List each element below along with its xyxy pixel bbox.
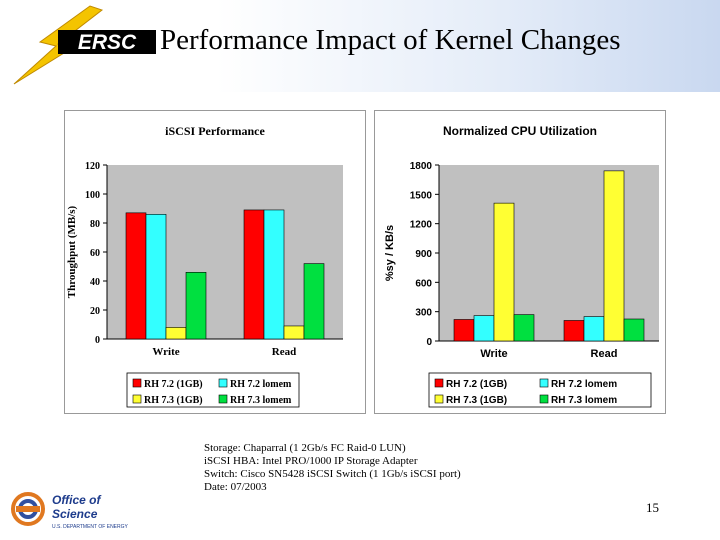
y-axis-label: Throughput (MB/s) <box>66 205 78 298</box>
cpu-utilization-svg: Normalized CPU Utilization %sy / KB/s 0 300… <box>384 124 659 408</box>
legend-label: RH 7.3 (1GB) <box>446 395 507 406</box>
y-axis-label: %sy / KB/s <box>384 225 396 281</box>
bar <box>263 209 285 340</box>
y-tick-label: 300 <box>415 308 432 319</box>
caption: Storage: Chaparral (1 2Gb/s FC Raid-0 LU… <box>204 442 461 494</box>
x-category-label: Write <box>480 348 507 360</box>
legend-label: RH 7.2 (1GB) <box>446 379 507 390</box>
legend-label: RH 7.3 lomem <box>551 395 617 406</box>
y-tick-label: 20 <box>90 306 100 317</box>
doe-emblem-icon <box>11 492 45 526</box>
bar <box>583 316 605 342</box>
x-category-label: Read <box>272 346 296 358</box>
bar <box>243 209 265 340</box>
caption-storage: Storage: Chaparral (1 2Gb/s FC Raid-0 LU… <box>204 442 406 454</box>
office-of-science-logo: Office of Science U.S. DEPARTMENT OF ENE… <box>11 492 129 530</box>
slide-title: Performance Impact of Kernel Changes <box>160 24 621 56</box>
bar <box>165 327 187 340</box>
bar <box>303 263 325 340</box>
nersc-logo-box <box>58 30 156 54</box>
bar <box>125 212 147 340</box>
page-number: 15 <box>646 500 659 515</box>
legend-label: RH 7.2 (1GB) <box>144 379 203 390</box>
legend-swatch <box>539 394 549 404</box>
y-tick-label: 100 <box>85 190 100 201</box>
legend-swatch <box>539 378 549 388</box>
iscsi-performance-chart: iSCSI Performance Throughput (MB/s) 0 20 40 6… <box>64 110 366 414</box>
y-tick-label: 60 <box>90 248 100 259</box>
bar <box>513 314 535 342</box>
legend-label: RH 7.2 lomem <box>551 379 617 390</box>
y-tick-label: 0 <box>95 335 100 346</box>
y-tick-label: 600 <box>415 278 432 289</box>
legend-label: RH 7.3 lomem <box>230 395 292 406</box>
y-tick-label: 900 <box>415 249 432 260</box>
legend-swatch <box>434 378 444 388</box>
bar <box>283 325 305 340</box>
nersc-logo: ERSC <box>13 5 156 85</box>
nersc-logo-text: ERSC <box>78 31 137 54</box>
y-tick-label: 1800 <box>410 161 433 172</box>
legend-label: RH 7.3 (1GB) <box>144 395 203 406</box>
legend-swatch <box>434 394 444 404</box>
x-category-label: Write <box>152 346 179 358</box>
legend-swatch <box>218 394 228 404</box>
legend-box <box>126 372 300 408</box>
chart-title: iSCSI Performance <box>165 124 265 138</box>
bar <box>493 202 515 342</box>
office-of-text: Office of <box>52 493 101 507</box>
legend-swatch <box>218 378 228 388</box>
science-text: Science <box>52 507 98 521</box>
y-tick-label: 1200 <box>410 220 433 231</box>
bar <box>145 214 167 340</box>
y-tick-label: 0 <box>426 337 432 348</box>
x-category-label: Read <box>591 348 618 360</box>
y-tick-label: 1500 <box>410 190 433 201</box>
plot-area <box>439 165 659 341</box>
bar <box>473 315 495 342</box>
bar <box>563 320 585 342</box>
bar <box>603 170 625 342</box>
iscsi-performance-svg: iSCSI Performance Throughput (MB/s) 0 20 40 6… <box>66 124 343 408</box>
caption-hba: iSCSI HBA: Intel PRO/1000 IP Storage Ada… <box>204 455 418 467</box>
y-tick-label: 40 <box>90 277 100 288</box>
doe-text: U.S. DEPARTMENT OF ENERGY <box>52 524 129 530</box>
legend-swatch <box>132 378 142 388</box>
bar <box>185 272 207 340</box>
caption-date: Date: 07/2003 <box>204 481 267 493</box>
chart-title: Normalized CPU Utilization <box>443 124 597 138</box>
bar <box>623 318 645 342</box>
legend-label: RH 7.2 lomem <box>230 379 292 390</box>
legend-swatch <box>132 394 142 404</box>
y-tick-label: 80 <box>90 219 100 230</box>
caption-switch: Switch: Cisco SN5428 iSCSI Switch (1 1Gb… <box>204 468 461 480</box>
y-tick-label: 120 <box>85 161 100 172</box>
bar <box>453 319 475 342</box>
cpu-utilization-chart: Normalized CPU Utilization %sy / KB/s 0 300… <box>374 110 666 414</box>
